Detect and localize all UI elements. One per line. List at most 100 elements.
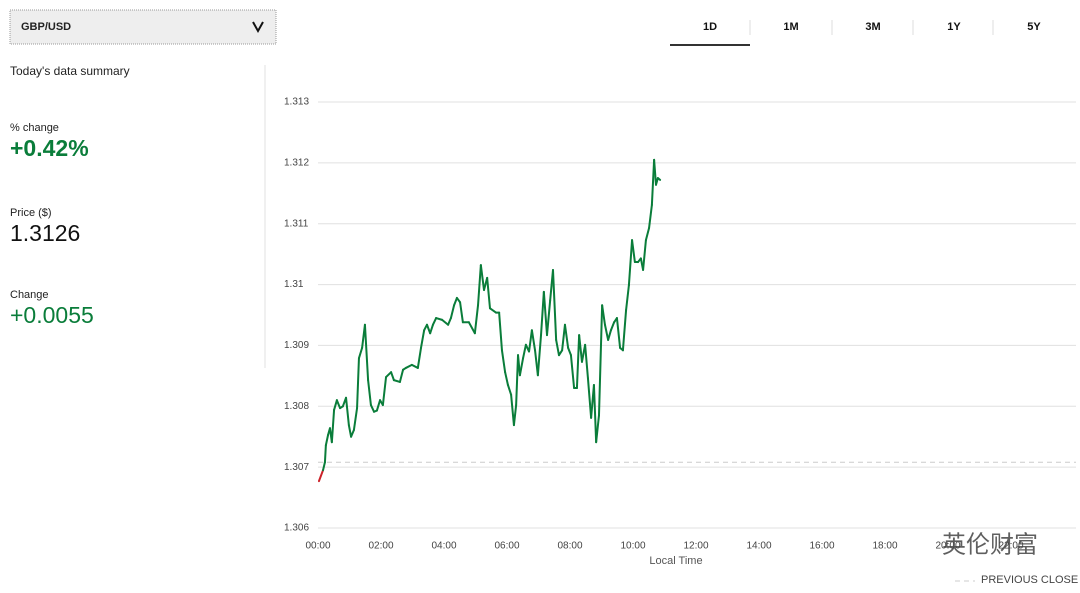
price-line-segment	[390, 371, 395, 382]
price-line-segment	[467, 321, 476, 335]
price-line-segment	[375, 399, 382, 412]
tab[interactable]: 1M	[783, 21, 798, 33]
y-tick-label: 1.307	[284, 462, 309, 473]
tab[interactable]: 1D	[703, 21, 717, 33]
price-line-segment	[431, 317, 438, 326]
price-line-segment	[330, 408, 336, 444]
tab[interactable]: 1Y	[947, 21, 961, 33]
price-line-segment	[357, 346, 364, 360]
price-line-segment	[441, 318, 450, 326]
price-line-segment	[515, 354, 520, 407]
price-line-segment	[642, 239, 647, 271]
price-line-segment	[569, 354, 576, 390]
watermark: 英伦财富	[942, 531, 1038, 558]
summary-value: 1.3126	[10, 220, 80, 246]
price-line-segment	[369, 404, 376, 413]
price-line-segment	[381, 376, 388, 407]
tab[interactable]: 5Y	[1027, 21, 1041, 33]
price-line-segment	[586, 377, 593, 419]
price-line-segment	[398, 368, 405, 383]
price-line-segment	[621, 309, 628, 352]
price-line-segment	[607, 329, 612, 341]
price-line-segment	[322, 461, 326, 472]
price-line-segment	[644, 226, 651, 242]
summary-label: Change	[10, 289, 49, 301]
price-line-segment	[653, 158, 657, 186]
price-line-segment	[518, 357, 525, 377]
price-line-segment	[317, 469, 325, 483]
price-line-segment	[615, 317, 622, 349]
summary-label: % change	[10, 122, 59, 134]
price-line-segment	[567, 346, 572, 357]
price-line-segment	[477, 264, 482, 307]
price-line-segment	[510, 393, 515, 427]
price-line-segment	[345, 396, 350, 427]
price-line-segment	[504, 371, 509, 386]
y-tick-label: 1.311	[284, 218, 309, 229]
price-line-segment	[350, 429, 355, 438]
legend-label: PREVIOUS CLOSE	[981, 574, 1078, 586]
price-line-segment	[459, 301, 464, 324]
price-line-segment	[609, 321, 616, 332]
price-line-segment	[385, 371, 393, 379]
price-line-segment	[592, 383, 598, 444]
price-line-segment	[597, 304, 604, 417]
price-line-segment	[575, 334, 581, 390]
price-line-segment	[347, 424, 353, 438]
price-line-segment	[416, 346, 423, 369]
price-line-segment	[410, 363, 419, 369]
price-line-segment	[404, 363, 413, 369]
price-line-segment	[352, 407, 359, 432]
x-tick-label: 16:00	[809, 541, 834, 552]
x-tick-label: 10:00	[620, 541, 645, 552]
price-line-segment	[392, 379, 401, 383]
x-tick-label: 06:00	[494, 541, 519, 552]
price-line-segment	[506, 383, 513, 396]
price-line-segment	[500, 349, 507, 374]
summary-value: +0.42%	[10, 135, 89, 161]
price-line-segment	[561, 323, 566, 352]
x-tick-label: 08:00	[557, 541, 582, 552]
dropdown-arrow[interactable]	[252, 21, 264, 34]
price-line-segment	[447, 317, 452, 326]
x-tick-label: 20:00	[935, 541, 960, 552]
price-line-segment	[335, 399, 342, 410]
price-line-segment	[555, 338, 560, 357]
price-line-segment	[601, 304, 606, 326]
price-line-segment	[542, 290, 549, 337]
y-tick-label: 1.309	[284, 340, 309, 351]
y-tick-label: 1.313	[284, 97, 309, 108]
price-line-segment	[420, 329, 426, 349]
price-line-segment	[479, 264, 486, 292]
price-line-segment	[563, 323, 570, 349]
price-line-segment	[595, 414, 600, 444]
y-tick-label: 1.306	[284, 523, 309, 534]
price-line-segment	[530, 329, 537, 352]
price-line-segment	[528, 329, 533, 353]
price-line-segment	[625, 284, 630, 312]
tab[interactable]: 3M	[865, 21, 880, 33]
price-line-segment	[584, 343, 589, 380]
x-tick-label: 02:00	[368, 541, 393, 552]
price-line-segment	[627, 239, 634, 287]
price-line-segment	[498, 311, 503, 352]
price-line-segment	[578, 334, 583, 363]
price-line-segment	[488, 307, 497, 314]
price-line-segment	[429, 323, 434, 335]
price-line-segment	[435, 317, 444, 321]
x-tick-label: 22:00	[998, 541, 1023, 552]
x-axis-label: Local Time	[649, 555, 702, 567]
price-line-segment	[536, 334, 543, 377]
y-tick-label: 1.308	[284, 401, 309, 412]
x-tick-label: 12:00	[683, 541, 708, 552]
price-line-segment	[512, 404, 518, 427]
x-tick-label: 18:00	[872, 541, 897, 552]
summary-value: +0.0055	[10, 302, 94, 328]
price-line-segment	[551, 268, 558, 341]
price-line-segment	[522, 343, 527, 360]
pair-selector[interactable]	[9, 9, 277, 45]
price-line-segment	[333, 399, 338, 411]
price-line-segment	[473, 304, 480, 335]
